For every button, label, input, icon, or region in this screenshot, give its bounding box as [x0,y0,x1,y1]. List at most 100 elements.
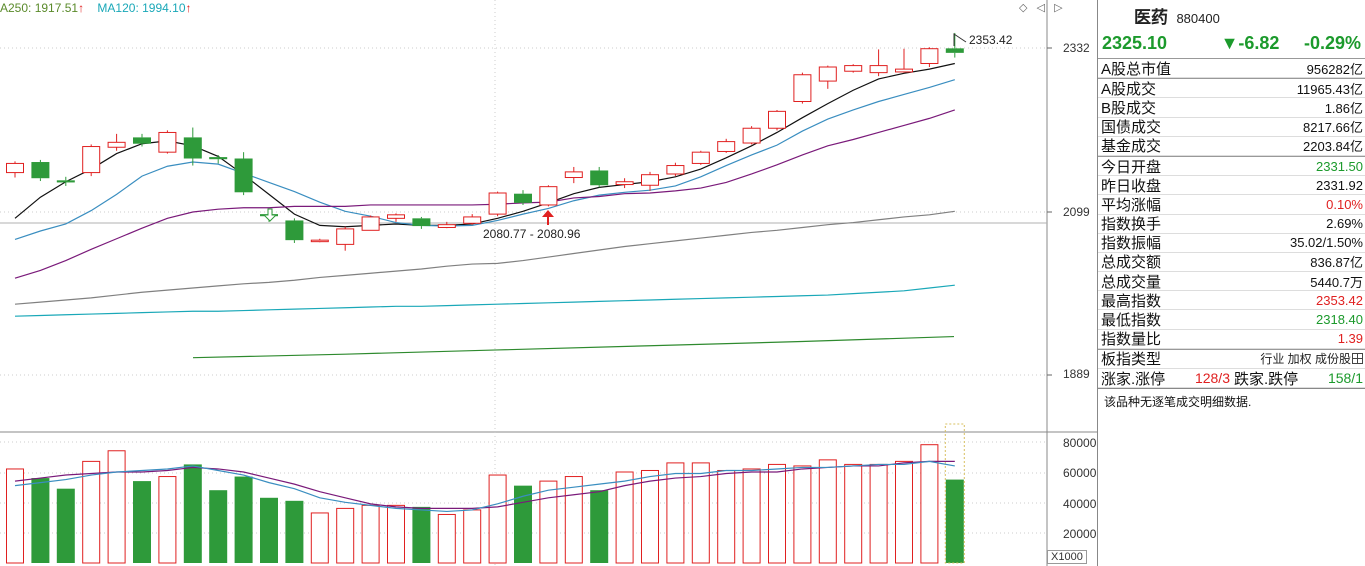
volume-bar-up [158,476,177,564]
stat-row: 总成交量 5440.7万 [1098,272,1365,292]
row-label: 今日开盘 [1101,158,1162,176]
volume-bar-up [818,459,837,564]
volume-bar-up [844,463,863,564]
candle-up [107,141,126,148]
row-value: 2331.92 [1316,177,1363,193]
row-label: 总成交额 [1101,254,1162,272]
volume-bar-up [488,474,507,564]
ma250-legend: A250: 1917.51↑ [0,1,85,15]
stat-row: B股成交 1.86亿 [1098,98,1365,118]
stat-row: A股成交 11965.43亿 [1098,79,1365,99]
row-value: 2331.50 [1316,158,1363,174]
stat-row: 总成交额 836.87亿 [1098,253,1365,273]
candle-down [209,157,228,160]
candle-up [564,171,583,179]
row-label: 总成交量 [1101,273,1162,291]
price-change: ▼-6.82 [1220,32,1280,53]
ma-line [14,79,955,241]
candle-up [818,66,837,82]
volume-bar-up [6,468,24,564]
row-label: B股成交 [1101,99,1157,117]
candle-down [183,137,202,159]
high-pointer [953,33,967,46]
turnover-section: A股成交 11965.43亿 B股成交 1.86亿 国债成交 8217.66亿 基金成交 22… [1098,79,1365,157]
left-arrow-icon[interactable]: ◁ [1036,2,1045,14]
candle-down [412,218,431,227]
row-label: 指数量比 [1101,331,1162,349]
candle-up [869,65,888,74]
candle-down [31,162,50,179]
price-axis-label-top: 2332 [1063,41,1090,55]
volume-unit-box: X1000 [1047,550,1087,564]
grid-icon[interactable] [1352,353,1363,365]
volume-bar-up [463,509,482,564]
candle-up [742,127,761,144]
row-value: 836.87亿 [1310,255,1363,271]
volume-bar-up [768,463,786,564]
row-value: 1.39 [1337,331,1363,347]
market-value-section: A股总市值 956282亿 [1098,59,1365,80]
stat-row: 最高指数 2353.42 [1098,291,1365,311]
stat-row: 国债成交 8217.66亿 [1098,118,1365,137]
price-change-percent: -0.29% [1303,32,1361,53]
volume-bar-up [742,468,761,564]
volume-bar-down [514,485,532,563]
stat-row: 指数量比 1.39 [1098,330,1365,349]
row-label: 指数振幅 [1101,235,1162,253]
decline-label: 跌家.跌停 [1234,370,1299,388]
volume-bar-down [56,488,75,563]
volume-bar-up [691,462,710,564]
ma-line [14,210,955,305]
row-value: 956282亿 [1306,61,1363,77]
volume-bar-up [717,469,736,564]
volume-bar-down [945,479,964,563]
stat-row: 指数换手 2.69% [1098,215,1365,234]
candle-up [666,165,685,175]
volume-bar-up [793,465,812,564]
volume-bar-down [590,490,609,563]
volume-bar-up [641,469,659,564]
volume-bar-up [666,462,685,564]
panel-title: 医药 880400 [1098,0,1365,28]
candle-up [615,181,634,186]
right-arrow-icon[interactable]: ▷ [1054,2,1063,14]
advance-label: 涨家.涨停 [1101,370,1166,388]
candle-down [590,170,609,186]
quote-panel: 医药 880400 2325.10 ▼-6.82 -0.29% A股总市值 956… [1097,0,1365,566]
advance-decline-row: 涨家.涨停 128/3 跌家.跌停 158/1 [1098,369,1365,389]
volume-bar-up [336,507,355,564]
volume-ma-line [14,460,955,513]
volume-bar-up [920,444,939,564]
row-label: 最高指数 [1101,292,1162,310]
tick-data-notice: 该品种无逐笔成交明细数据. [1098,388,1365,414]
candle-up [793,74,812,102]
candle-up [717,141,736,152]
index-name: 医药 [1134,8,1168,27]
ma120-legend: MA120: 1994.10↑ [97,1,192,15]
volume-bar-down [285,500,304,563]
volume-axis-label-60000: 60000 [1063,466,1097,480]
ma250-line [192,335,955,359]
candle-down [56,180,75,183]
ma-legend: A250: 1917.51↑ MA120: 1994.10↑ [0,1,202,15]
high-annotation: 2353.42 [969,33,1013,47]
volume-axis-label-40000: 40000 [1063,497,1097,511]
row-value: 8217.66亿 [1303,120,1363,136]
stats-rows: A股总市值 956282亿 A股成交 11965.43亿 B股成交 1.86亿国债成交 8… [1098,58,1365,389]
diamond-icon[interactable]: ◇ [1019,2,1028,14]
ma-line [14,109,955,279]
row-value: 2318.40 [1316,312,1363,328]
volume-bar-down [183,464,202,563]
row-value: 35.02/1.50% [1289,235,1363,251]
row-value: 1.86亿 [1324,100,1363,116]
volume-bar-down [260,497,278,563]
candle-up [437,224,456,228]
stat-row: A股总市值 956282亿 [1098,59,1365,79]
chart-area[interactable] [0,0,1097,566]
volume-bar-up [310,512,329,564]
low-annotation: 2080.77 - 2080.96 [483,227,581,241]
volume-ma-line [14,460,955,509]
board-type-row: 板指类型 行业 加权 成份股 [1098,350,1365,369]
row-value: 5440.7万 [1310,274,1363,290]
board-type-value[interactable]: 行业 加权 成份股 [1260,350,1363,367]
